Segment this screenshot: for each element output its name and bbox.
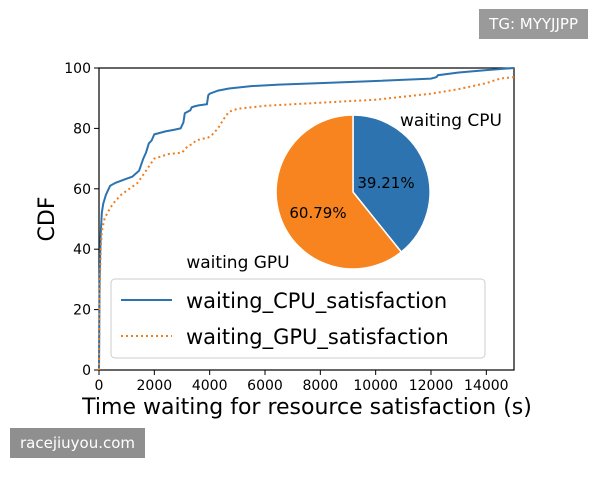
y-axis-ticks: 0 20 40 60 80 100 xyxy=(64,61,99,379)
x-tick-label: 0 xyxy=(95,378,104,394)
pie-slice-cpu xyxy=(352,114,431,254)
y-tick-label: 0 xyxy=(82,363,91,379)
pie-pct-label-cpu: 39.21% xyxy=(357,174,414,192)
x-tick-label: 10000 xyxy=(353,378,398,394)
legend: waiting_CPU_satisfaction waiting_GPU_sat… xyxy=(110,278,486,359)
series-line-gpu xyxy=(98,76,515,371)
legend-label-gpu: waiting_GPU_satisfaction xyxy=(186,325,449,350)
y-tick-label: 100 xyxy=(64,61,91,77)
x-axis-label: Time waiting for resource satisfaction (… xyxy=(81,395,532,420)
legend-box xyxy=(110,278,486,359)
watermark-top: TG: MYYJJPP xyxy=(479,9,588,39)
y-tick-label: 40 xyxy=(73,242,91,258)
x-tick-label: 12000 xyxy=(409,378,454,394)
x-tick-label: 6000 xyxy=(247,378,283,394)
legend-label-cpu: waiting_CPU_satisfaction xyxy=(186,289,447,314)
x-tick-label: 8000 xyxy=(303,378,339,394)
y-axis-label: CDF xyxy=(35,197,60,242)
pie-pct-label-gpu: 60.79% xyxy=(289,204,346,222)
watermark-bottom: racejiuyou.com xyxy=(10,428,146,458)
plot-area xyxy=(98,67,515,371)
y-tick-label: 60 xyxy=(73,182,91,198)
x-tick-label: 2000 xyxy=(137,378,173,394)
inset-pie-chart: 39.21% 60.79% waiting CPU waiting GPU xyxy=(186,111,502,273)
x-tick-label: 4000 xyxy=(192,378,228,394)
y-tick-label: 20 xyxy=(73,303,91,319)
x-tick-label: 14000 xyxy=(464,378,509,394)
series-line-cpu xyxy=(98,67,515,371)
pie-slice-gpu xyxy=(275,114,403,270)
y-tick-label: 80 xyxy=(73,121,91,137)
pie-slice-label-gpu: waiting GPU xyxy=(186,253,289,273)
pie-slice-label-cpu: waiting CPU xyxy=(400,111,502,131)
x-axis-ticks: 0 2000 4000 6000 8000 10000 12000 14000 xyxy=(95,370,509,394)
